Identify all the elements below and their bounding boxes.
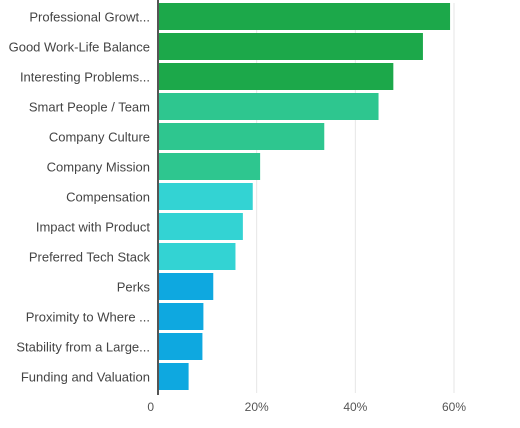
category-label: Funding and Valuation	[21, 370, 150, 385]
bar[interactable]	[159, 33, 423, 60]
bar[interactable]	[159, 243, 236, 270]
bar[interactable]	[159, 93, 379, 120]
category-label: Professional Growt...	[29, 10, 150, 25]
bar[interactable]	[159, 303, 204, 330]
bar[interactable]	[159, 183, 253, 210]
category-label: Company Mission	[47, 160, 150, 175]
category-label: Preferred Tech Stack	[29, 250, 151, 265]
bar[interactable]	[159, 153, 261, 180]
bar[interactable]	[159, 333, 203, 360]
x-tick-label: 20%	[245, 400, 269, 414]
bar[interactable]	[159, 213, 243, 240]
gridlines	[256, 3, 455, 393]
category-label: Perks	[117, 280, 151, 295]
category-label: Smart People / Team	[29, 100, 150, 115]
category-label: Impact with Product	[36, 220, 151, 235]
bar[interactable]	[159, 363, 189, 390]
category-label: Interesting Problems...	[20, 70, 150, 85]
bars	[159, 3, 451, 390]
bar[interactable]	[159, 3, 451, 30]
bar[interactable]	[159, 63, 394, 90]
category-label: Stability from a Large...	[16, 340, 150, 355]
category-label: Proximity to Where ...	[26, 310, 150, 325]
bar[interactable]	[159, 123, 325, 150]
bar[interactable]	[159, 273, 214, 300]
x-tick-label: 0	[147, 400, 154, 414]
category-labels: Professional Growt... Good Work-Life Bala…	[9, 10, 151, 385]
category-label: Compensation	[66, 190, 150, 205]
x-tick-labels: 0 20% 40% 60%	[147, 400, 466, 414]
category-label: Good Work-Life Balance	[9, 40, 150, 55]
x-tick-label: 40%	[343, 400, 367, 414]
category-label: Company Culture	[49, 130, 150, 145]
x-tick-label: 60%	[442, 400, 466, 414]
